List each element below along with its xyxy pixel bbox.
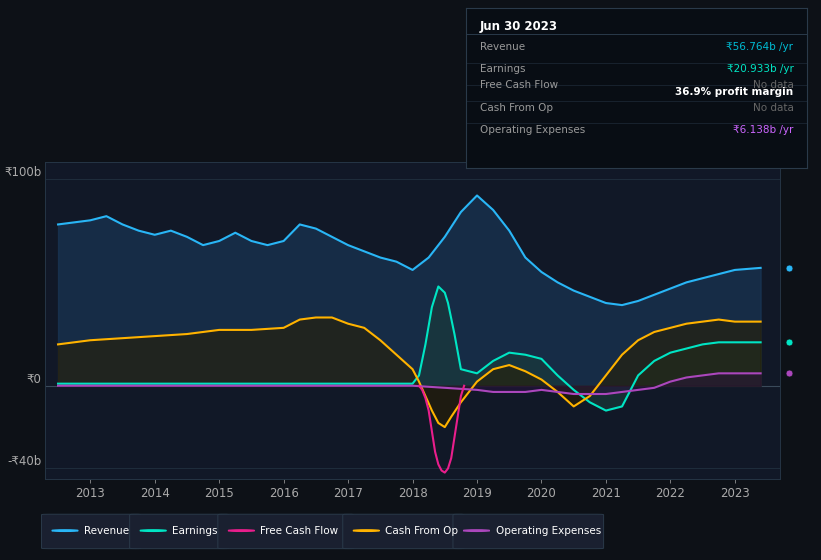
- Text: ₹56.764b /yr: ₹56.764b /yr: [727, 42, 793, 52]
- Text: Jun 30 2023: Jun 30 2023: [480, 20, 558, 32]
- FancyBboxPatch shape: [130, 514, 229, 549]
- Circle shape: [140, 530, 167, 531]
- Text: Earnings: Earnings: [172, 526, 218, 535]
- Text: No data: No data: [753, 102, 793, 113]
- Text: Earnings: Earnings: [480, 64, 525, 74]
- FancyBboxPatch shape: [453, 514, 603, 549]
- Text: Operating Expenses: Operating Expenses: [480, 125, 585, 135]
- Text: ₹20.933b /yr: ₹20.933b /yr: [727, 64, 793, 74]
- Text: Cash From Op: Cash From Op: [480, 102, 553, 113]
- Text: -₹40b: -₹40b: [7, 455, 42, 469]
- Text: 36.9% profit margin: 36.9% profit margin: [676, 87, 793, 97]
- Text: ₹6.138b /yr: ₹6.138b /yr: [733, 125, 793, 135]
- Text: Cash From Op: Cash From Op: [385, 526, 458, 535]
- Text: Revenue: Revenue: [84, 526, 129, 535]
- Text: No data: No data: [753, 80, 793, 90]
- FancyBboxPatch shape: [42, 514, 140, 549]
- Circle shape: [228, 530, 255, 531]
- FancyBboxPatch shape: [342, 514, 464, 549]
- FancyBboxPatch shape: [218, 514, 354, 549]
- Text: Free Cash Flow: Free Cash Flow: [260, 526, 338, 535]
- Text: Operating Expenses: Operating Expenses: [496, 526, 601, 535]
- Circle shape: [353, 530, 379, 531]
- Text: ₹0: ₹0: [26, 373, 42, 386]
- Circle shape: [52, 530, 78, 531]
- Text: ₹100b: ₹100b: [4, 166, 42, 179]
- Circle shape: [463, 530, 489, 531]
- Text: Revenue: Revenue: [480, 42, 525, 52]
- Text: Free Cash Flow: Free Cash Flow: [480, 80, 558, 90]
